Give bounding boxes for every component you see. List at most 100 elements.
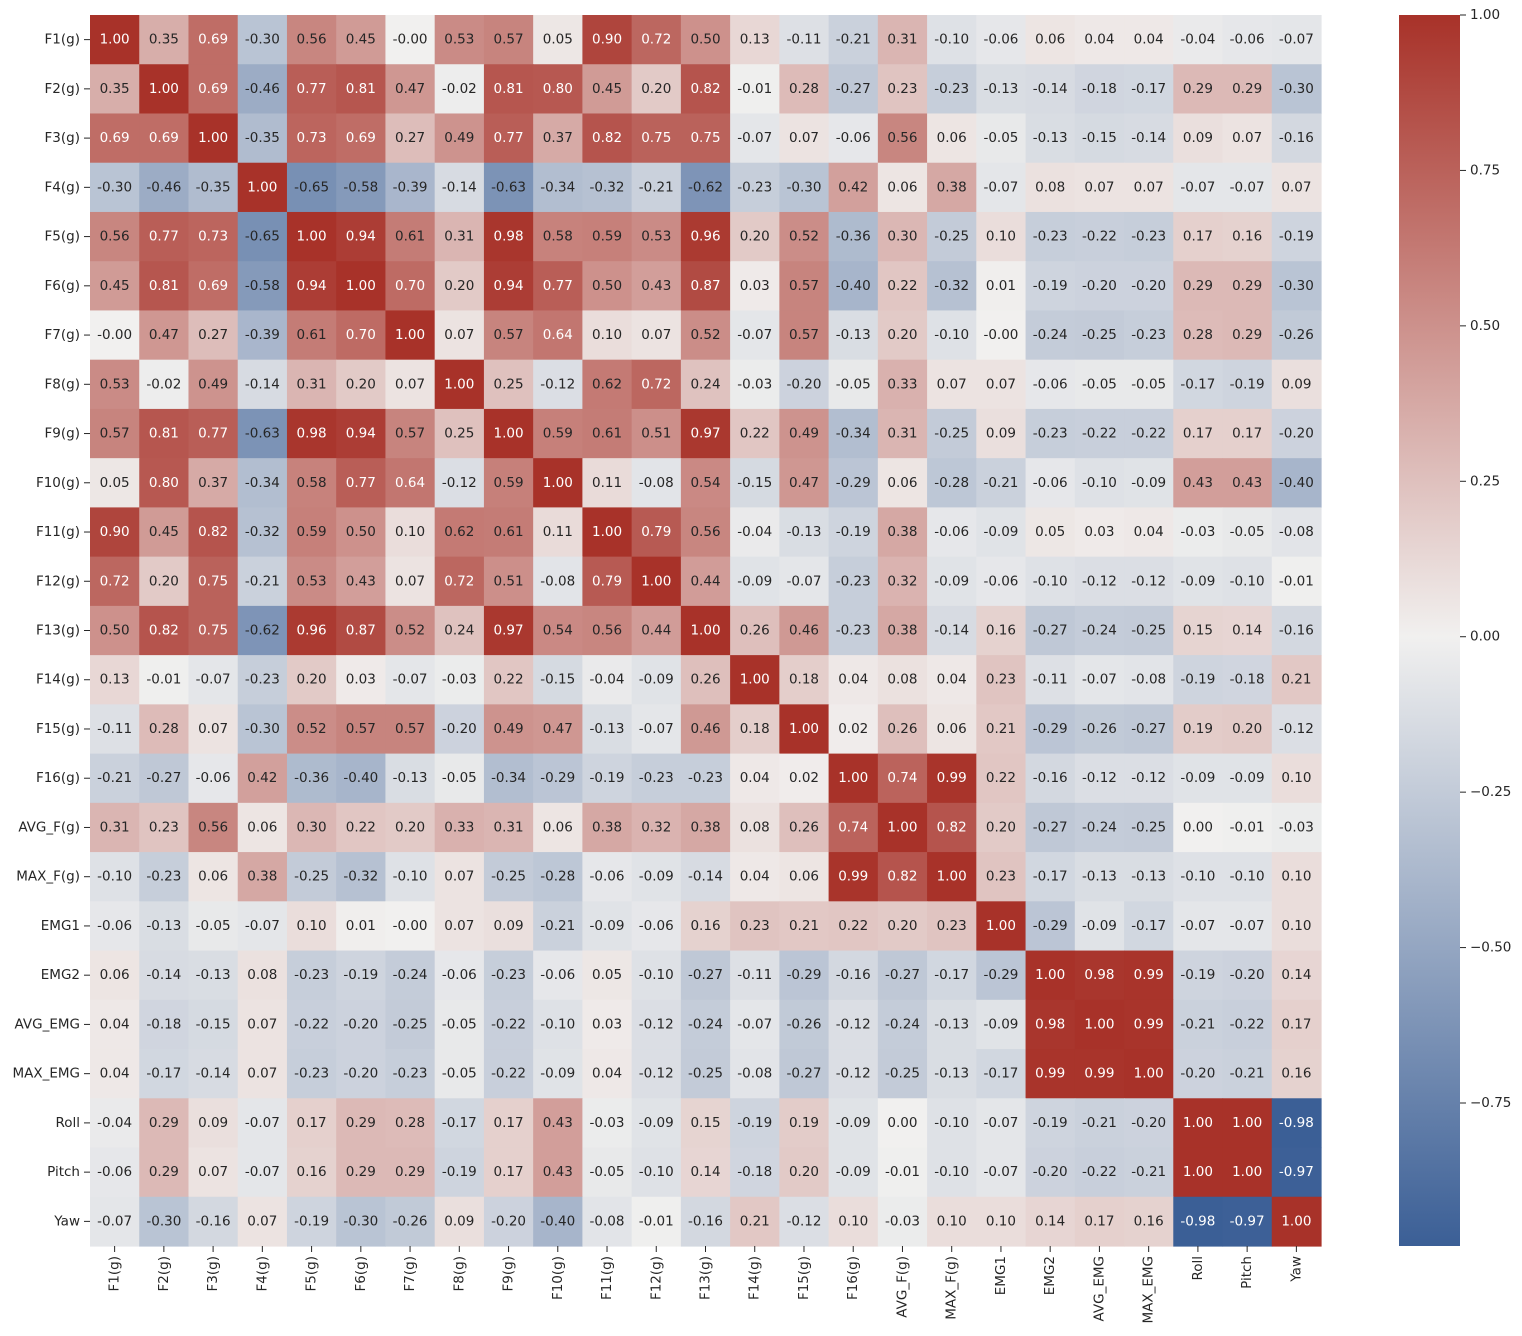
heatmap-cell xyxy=(582,359,633,410)
cell-value-label: 0.23 xyxy=(986,869,1016,885)
cell-value-label: -0.21 xyxy=(97,770,132,786)
cell-value-label: 0.09 xyxy=(1281,376,1311,392)
cell-value-label: -0.12 xyxy=(1082,573,1117,589)
heatmap-cell xyxy=(483,408,534,459)
heatmap-cell xyxy=(533,1049,583,1099)
cell-value-label: 0.03 xyxy=(1084,524,1114,540)
cell-value-label: -0.23 xyxy=(836,623,871,639)
heatmap-cell xyxy=(188,556,239,607)
heatmap-cell xyxy=(1222,458,1273,508)
y-tick-label: F1(g) xyxy=(45,32,80,48)
heatmap-cell xyxy=(582,1049,633,1099)
x-tick-label: F5(g) xyxy=(304,1256,320,1291)
heatmap-cell xyxy=(1025,15,1076,65)
cell-value-label: 0.04 xyxy=(1134,32,1164,48)
heatmap-cell xyxy=(139,359,190,410)
colorbar-tick-label: −0.25 xyxy=(1470,784,1511,800)
heatmap-cell xyxy=(533,556,583,607)
heatmap-cell xyxy=(1173,64,1224,115)
heatmap-cell xyxy=(188,1049,239,1099)
heatmap-cell xyxy=(1025,1196,1076,1247)
heatmap-cell xyxy=(1173,999,1224,1050)
heatmap-cell xyxy=(680,162,731,213)
x-tick-label: F13(g) xyxy=(698,1256,714,1300)
heatmap-cell xyxy=(533,704,583,755)
cell-value-label: 1.00 xyxy=(1183,1164,1213,1180)
cell-value-label: -0.27 xyxy=(1033,819,1068,835)
heatmap-cell xyxy=(336,359,387,410)
cell-value-label: 0.99 xyxy=(1134,1016,1164,1032)
cell-value-label: -0.09 xyxy=(1230,770,1265,786)
cell-value-label: 0.06 xyxy=(1035,32,1065,48)
heatmap-cell xyxy=(927,901,977,952)
cell-value-label: 0.58 xyxy=(543,229,573,245)
heatmap-cell xyxy=(1222,507,1273,558)
cell-value-label: 0.38 xyxy=(937,179,967,195)
heatmap-cell xyxy=(1025,261,1076,312)
heatmap-cell xyxy=(286,852,337,902)
heatmap-cell xyxy=(680,310,731,361)
heatmap-cell xyxy=(237,556,288,607)
heatmap-cell xyxy=(237,1196,288,1247)
heatmap-cell xyxy=(877,1098,928,1149)
cell-value-label: 0.38 xyxy=(887,623,917,639)
heatmap-cell xyxy=(828,1196,879,1247)
cell-value-label: -0.10 xyxy=(393,869,428,885)
heatmap-cell xyxy=(533,64,583,115)
heatmap-cell xyxy=(631,852,682,902)
cell-value-label: 0.31 xyxy=(444,229,474,245)
cell-value-label: 0.57 xyxy=(494,327,524,343)
cell-value-label: -0.32 xyxy=(934,278,969,294)
cell-value-label: -0.46 xyxy=(146,179,181,195)
cell-value-label: 1.00 xyxy=(100,32,130,48)
heatmap-cell xyxy=(680,556,731,607)
cell-value-label: 0.06 xyxy=(198,869,228,885)
cell-value-label: -0.26 xyxy=(1279,327,1314,343)
heatmap-cell xyxy=(385,261,436,312)
cell-value-label: -0.13 xyxy=(934,1066,969,1082)
cell-value-label: -0.23 xyxy=(294,967,329,983)
x-tick-label: F10(g) xyxy=(550,1256,566,1300)
heatmap-cell xyxy=(927,310,977,361)
heatmap-cell xyxy=(188,605,239,656)
heatmap-cell xyxy=(631,1147,682,1198)
heatmap-cell xyxy=(483,64,534,115)
heatmap-cell xyxy=(1074,950,1125,1001)
cell-value-label: 0.98 xyxy=(297,426,327,442)
cell-value-label: -0.27 xyxy=(1033,623,1068,639)
cell-value-label: 0.47 xyxy=(543,721,573,737)
heatmap-cell xyxy=(680,999,731,1050)
cell-value-label: 0.15 xyxy=(1183,623,1213,639)
heatmap-cell xyxy=(877,162,928,213)
heatmap-cell xyxy=(188,408,239,459)
cell-value-label: -0.04 xyxy=(590,672,625,688)
heatmap-cell xyxy=(1124,15,1174,65)
heatmap-cell xyxy=(779,211,830,262)
heatmap-cell xyxy=(1271,999,1322,1050)
heatmap-cell xyxy=(877,556,928,607)
cell-value-label: 0.52 xyxy=(789,229,819,245)
cell-value-label: 0.77 xyxy=(346,475,376,491)
cell-value-label: -0.09 xyxy=(836,1164,871,1180)
cell-value-label: 0.94 xyxy=(297,278,327,294)
heatmap-cell xyxy=(237,704,288,755)
heatmap-cell xyxy=(385,1196,436,1247)
cell-value-label: -0.00 xyxy=(97,327,132,343)
heatmap-cell xyxy=(1271,556,1322,607)
heatmap-cell xyxy=(188,261,239,312)
cell-value-label: 0.27 xyxy=(198,327,228,343)
cell-value-label: 0.38 xyxy=(887,524,917,540)
cell-value-label: 0.20 xyxy=(346,376,376,392)
cell-value-label: 0.38 xyxy=(592,819,622,835)
heatmap-cell xyxy=(631,458,682,508)
cell-value-label: 0.43 xyxy=(543,1164,573,1180)
cell-value-label: -0.21 xyxy=(1230,1066,1265,1082)
heatmap-cell xyxy=(336,211,387,262)
cell-value-label: -0.10 xyxy=(1230,573,1265,589)
cell-value-label: -0.13 xyxy=(787,524,822,540)
cell-value-label: -0.39 xyxy=(393,179,428,195)
heatmap-cell xyxy=(90,655,140,705)
cell-value-label: -0.00 xyxy=(393,32,428,48)
heatmap-cell xyxy=(1025,950,1076,1001)
heatmap-cell xyxy=(336,1196,387,1247)
